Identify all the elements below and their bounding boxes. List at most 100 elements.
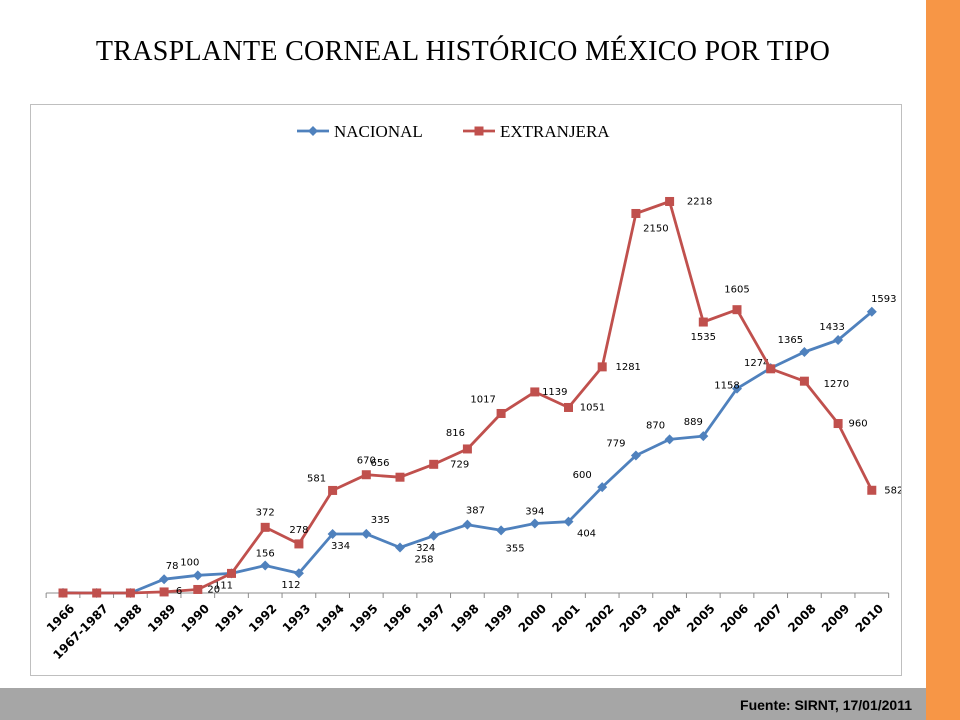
x-tick-label: 1991 <box>212 601 246 635</box>
x-tick-label: 2009 <box>819 601 853 635</box>
x-tick-label: 2010 <box>853 601 887 635</box>
point-nacional <box>496 525 507 536</box>
point-extranjera <box>227 568 236 578</box>
point-nacional <box>630 450 641 461</box>
data-label-nacional: 156 <box>256 548 275 559</box>
data-label-extranjera: 278 <box>289 525 308 536</box>
point-extranjera <box>597 362 607 372</box>
x-tick-label: 1993 <box>280 601 314 635</box>
data-label-extranjera: 670 <box>357 456 376 467</box>
data-label-extranjera: 1270 <box>824 379 849 390</box>
x-tick-label: 1988 <box>111 601 145 635</box>
point-extranjera <box>159 587 169 597</box>
point-extranjera <box>766 364 776 374</box>
x-tick-label: 1995 <box>347 601 381 635</box>
x-tick-label: 1994 <box>313 601 347 635</box>
point-nacional <box>563 516 574 527</box>
point-extranjera <box>530 387 540 397</box>
point-nacional <box>597 482 608 493</box>
data-label-extranjera: 581 <box>307 473 326 484</box>
data-label-nacional: 324 <box>416 543 435 554</box>
point-nacional <box>327 529 338 540</box>
x-tick-label: 2004 <box>650 601 684 635</box>
legend-label-extranjera: EXTRANJERA <box>500 122 610 141</box>
data-label-nacional: 100 <box>180 557 199 568</box>
point-extranjera <box>92 588 102 598</box>
x-tick-label: 2006 <box>718 601 752 635</box>
point-nacional <box>260 560 271 571</box>
x-tick-label: 1992 <box>246 601 280 635</box>
data-label-nacional: 335 <box>371 515 390 526</box>
data-label-extranjera: 816 <box>446 428 465 439</box>
chart-frame: 1966 1967-1987 1988 1989 1990 1991 1992 1993 199… <box>30 104 902 676</box>
data-label-extranjera: 729 <box>450 459 469 470</box>
data-label-nacional: 1593 <box>871 294 896 305</box>
data-label-nacional: 600 <box>573 470 592 481</box>
point-extranjera <box>732 305 742 315</box>
series-line-extranjera <box>63 200 874 595</box>
data-label-nacional: 111 <box>214 580 233 591</box>
data-label-extranjera: 960 <box>849 419 868 430</box>
data-label-nacional: 404 <box>577 529 596 540</box>
x-tick-label: 1998 <box>448 601 482 635</box>
point-nacional <box>428 530 439 541</box>
point-extranjera <box>361 470 371 480</box>
point-extranjera <box>328 485 338 495</box>
data-label-nacional: 112 <box>281 580 300 591</box>
x-tick-label: 2007 <box>752 601 786 635</box>
data-label-nacional: 1365 <box>778 335 803 346</box>
data-label-extranjera: 372 <box>256 507 275 518</box>
data-label-nacional: 78 <box>166 561 179 572</box>
data-label-extranjera: 1605 <box>724 285 749 296</box>
data-label-extranjera: 656 <box>370 458 389 469</box>
data-label-extranjera: 582 <box>884 485 901 496</box>
legend-marker-nacional <box>308 126 318 136</box>
data-label-extranjera: 1139 <box>542 387 567 398</box>
point-nacional <box>159 574 170 585</box>
point-extranjera <box>125 588 135 598</box>
x-tick-label: 2008 <box>785 601 819 635</box>
point-nacional <box>462 519 473 530</box>
point-nacional <box>866 306 877 317</box>
point-extranjera <box>193 584 203 594</box>
data-label-nacional: 387 <box>466 506 485 517</box>
data-label-nacional: 355 <box>506 543 525 554</box>
x-tick-label: 2002 <box>583 601 617 635</box>
data-label-nacional: 1158 <box>714 381 739 392</box>
data-label-extranjera: 1281 <box>615 362 640 373</box>
x-tick-label: 2000 <box>516 601 550 635</box>
x-tick-label: 1990 <box>179 601 213 635</box>
x-tick-label: 2001 <box>549 601 583 635</box>
data-label-extranjera: 6 <box>176 586 182 597</box>
data-label-extranjera: 2218 <box>687 196 712 207</box>
data-label-nacional: 394 <box>525 506 544 517</box>
point-nacional <box>833 335 844 346</box>
point-extranjera <box>665 196 675 206</box>
data-label-nacional: 258 <box>414 554 433 565</box>
data-label-nacional: 1433 <box>819 322 844 333</box>
point-nacional <box>293 568 304 579</box>
point-extranjera <box>833 419 843 429</box>
x-tick-label: 1996 <box>381 601 415 635</box>
point-nacional <box>529 518 540 529</box>
x-tick-label: 1997 <box>415 601 449 635</box>
point-extranjera <box>867 485 877 495</box>
source-note: Fuente: SIRNT, 17/01/2011 <box>740 697 912 713</box>
point-extranjera <box>564 402 573 412</box>
point-nacional <box>395 542 405 553</box>
legend-label-nacional: NACIONAL <box>334 122 423 141</box>
data-label-extranjera: 1051 <box>580 402 605 413</box>
point-extranjera <box>395 472 405 482</box>
data-label-nacional: 870 <box>646 420 665 431</box>
slide-title: TRASPLANTE CORNEAL HISTÓRICO MÉXICO POR … <box>95 36 831 67</box>
point-nacional <box>698 431 709 442</box>
point-extranjera <box>631 208 641 218</box>
point-nacional <box>664 434 675 445</box>
data-label-nacional: 1274 <box>744 358 769 369</box>
data-label-extranjera: 1017 <box>470 394 495 405</box>
accent-band <box>926 0 960 720</box>
footer-band <box>0 688 926 720</box>
data-label-nacional: 334 <box>331 541 350 552</box>
legend-marker-extranjera <box>474 126 484 136</box>
